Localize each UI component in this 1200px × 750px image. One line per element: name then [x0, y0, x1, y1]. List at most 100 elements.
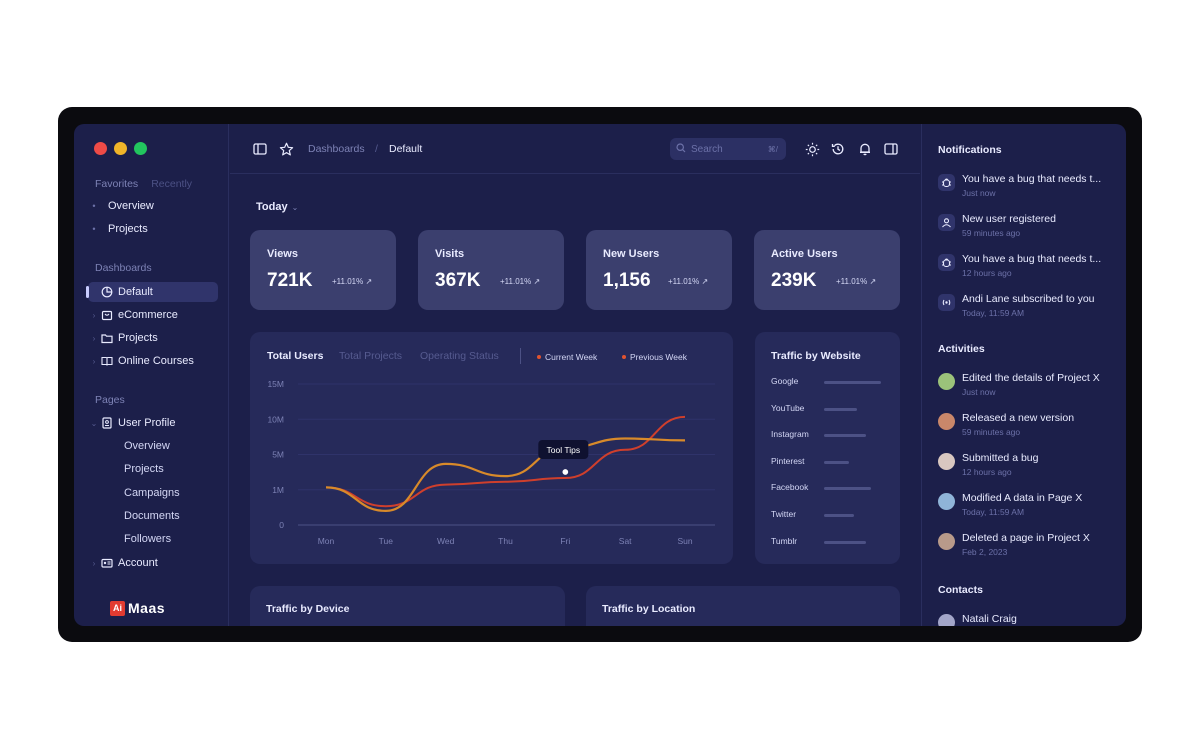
tab-operating-status[interactable]: Operating Status	[420, 350, 499, 362]
sidebar-item-projects[interactable]: › Projects	[88, 328, 218, 348]
stat-card-visits[interactable]: Visits 367K +11.01% ↗	[418, 230, 564, 310]
bug-icon	[938, 174, 955, 191]
sidebar-item-default[interactable]: Default	[86, 282, 218, 302]
stat-value: 721K	[267, 270, 313, 291]
site-bar	[824, 434, 866, 438]
star-icon[interactable]	[278, 141, 294, 157]
sidebar-item-label: User Profile	[118, 417, 176, 429]
favorite-item-overview[interactable]: • Overview	[88, 196, 218, 216]
traffic-by-location-card: Traffic by Location	[586, 586, 900, 626]
x-tick-label: Sun	[677, 536, 692, 546]
logo-mark: Ai	[110, 600, 125, 616]
x-tick-label: Tue	[379, 536, 394, 546]
history-icon[interactable]	[830, 141, 846, 157]
activity-item[interactable]: Modified A data in Page X Today, 11:59 AM	[938, 492, 1118, 522]
item-text: New user registered	[962, 213, 1056, 225]
tab-total-users[interactable]: Total Users	[267, 350, 324, 362]
activity-item[interactable]: Deleted a page in Project X Feb 2, 2023	[938, 532, 1118, 562]
site-bar	[824, 460, 849, 464]
sidebar-subitem-overview[interactable]: Overview	[124, 440, 170, 452]
right-panel-toggle-icon[interactable]	[883, 141, 899, 157]
legend-label: Current Week	[545, 352, 598, 362]
sidebar-toggle-icon[interactable]	[252, 141, 268, 157]
y-tick-label: 10M	[267, 414, 284, 424]
item-time: Feb 2, 2023	[962, 547, 1008, 557]
user-icon	[938, 214, 955, 231]
favorite-item-projects[interactable]: • Projects	[88, 219, 218, 239]
notification-item[interactable]: You have a bug that needs t... Just now	[938, 173, 1118, 203]
tab-recently[interactable]: Recently	[151, 178, 193, 190]
site-name: YouTube	[771, 402, 805, 413]
logo-wordmark: Maas	[128, 600, 166, 616]
line-chart[interactable]: 15M 10M 5M 1M 0 Mon Tue Wed Thu Fri Sat Sun Tool Tip…	[250, 332, 733, 564]
sidebar-item-label: eCommerce	[118, 309, 178, 321]
notification-item[interactable]: Andi Lane subscribed to you Today, 11:59 …	[938, 293, 1118, 323]
site-row: Twitter	[771, 509, 886, 523]
tab-total-projects[interactable]: Total Projects	[339, 350, 403, 362]
site-name: Twitter	[771, 509, 797, 519]
activity-item[interactable]: Submitted a bug 12 hours ago	[938, 452, 1118, 482]
stat-card-views[interactable]: Views 721K +11.01% ↗	[250, 230, 396, 310]
site-row: Tumblr	[771, 536, 886, 550]
site-row: Instagram	[771, 429, 886, 443]
legend-current-week: Current Week	[537, 352, 597, 362]
legend-label: Previous Week	[630, 352, 688, 362]
tab-favorites[interactable]: Favorites	[95, 178, 139, 190]
avatar	[938, 493, 955, 510]
minimize-window-button[interactable]	[114, 142, 127, 155]
date-filter-dropdown[interactable]: Today ⌄	[256, 201, 298, 213]
notification-item[interactable]: New user registered 59 minutes ago	[938, 213, 1118, 243]
traffic-by-device-card: Traffic by Device	[250, 586, 565, 626]
bullet-icon: •	[92, 201, 96, 211]
sidebar-tabs: Favorites Recently	[95, 178, 192, 190]
activity-item[interactable]: Edited the details of Project X Just now	[938, 372, 1118, 402]
top-bar: Dashboards / Default Search ⌘/	[230, 124, 920, 174]
close-window-button[interactable]	[94, 142, 107, 155]
stat-label: Active Users	[771, 248, 838, 260]
id-card-icon	[100, 556, 114, 570]
sidebar-item-ecommerce[interactable]: › eCommerce	[88, 305, 218, 325]
sidebar-item-user-profile[interactable]: ⌄ User Profile	[88, 413, 218, 433]
notification-item[interactable]: You have a bug that needs t... 12 hours a…	[938, 253, 1118, 283]
item-time: 59 minutes ago	[962, 427, 1021, 437]
item-text: Modified A data in Page X	[962, 492, 1083, 504]
breadcrumb-default: Default	[389, 143, 423, 155]
sun-icon[interactable]	[804, 141, 820, 157]
stat-value: 367K	[435, 270, 481, 291]
sidebar-item-online-courses[interactable]: › Online Courses	[88, 351, 218, 371]
item-text: Deleted a page in Project X	[962, 532, 1090, 544]
stat-change: +11.01%	[836, 277, 868, 286]
stat-card-new-users[interactable]: New Users 1,156 +11.01% ↗	[586, 230, 732, 310]
stat-card-active-users[interactable]: Active Users 239K +11.01% ↗	[754, 230, 900, 310]
breadcrumb-dashboards[interactable]: Dashboards	[308, 143, 365, 155]
chevron-down-icon: ⌄	[90, 418, 98, 428]
series-line-previous-week	[325, 415, 686, 508]
sidebar-item-account[interactable]: › Account	[88, 553, 218, 573]
sidebar-subitem-campaigns[interactable]: Campaigns	[124, 487, 180, 499]
maximize-window-button[interactable]	[134, 142, 147, 155]
item-time: 12 hours ago	[962, 467, 1012, 477]
stat-change: +11.01%	[500, 277, 532, 286]
trend-up-icon: ↗	[533, 277, 541, 286]
dashboard-window: Favorites Recently • Overview • Projects…	[74, 124, 1126, 626]
stat-value: 239K	[771, 270, 817, 291]
item-time: 59 minutes ago	[962, 228, 1021, 238]
legend-previous-week: Previous Week	[622, 352, 687, 362]
activity-item[interactable]: Released a new version 59 minutes ago	[938, 412, 1118, 442]
item-text: You have a bug that needs t...	[962, 253, 1102, 265]
y-tick-label: 5M	[272, 450, 284, 460]
x-tick-label: Fri	[560, 536, 570, 546]
chevron-right-icon: ›	[92, 558, 96, 568]
main-content: Dashboards / Default Search ⌘/	[230, 124, 920, 626]
search-placeholder: Search	[691, 143, 723, 155]
sidebar-subitem-followers[interactable]: Followers	[124, 533, 172, 545]
bell-icon[interactable]	[857, 141, 873, 157]
traffic-by-website-card: Traffic by Website Google YouTube Instagra…	[755, 332, 900, 564]
search-input[interactable]: Search ⌘/	[670, 138, 786, 160]
site-bar	[824, 381, 881, 384]
sidebar-subitem-documents[interactable]: Documents	[124, 510, 180, 522]
sidebar: Favorites Recently • Overview • Projects…	[74, 124, 229, 626]
contact-item[interactable]: Natali Craig	[938, 613, 1118, 626]
right-panel: Notifications You have a bug that needs …	[921, 124, 1126, 626]
sidebar-subitem-projects[interactable]: Projects	[124, 463, 164, 475]
